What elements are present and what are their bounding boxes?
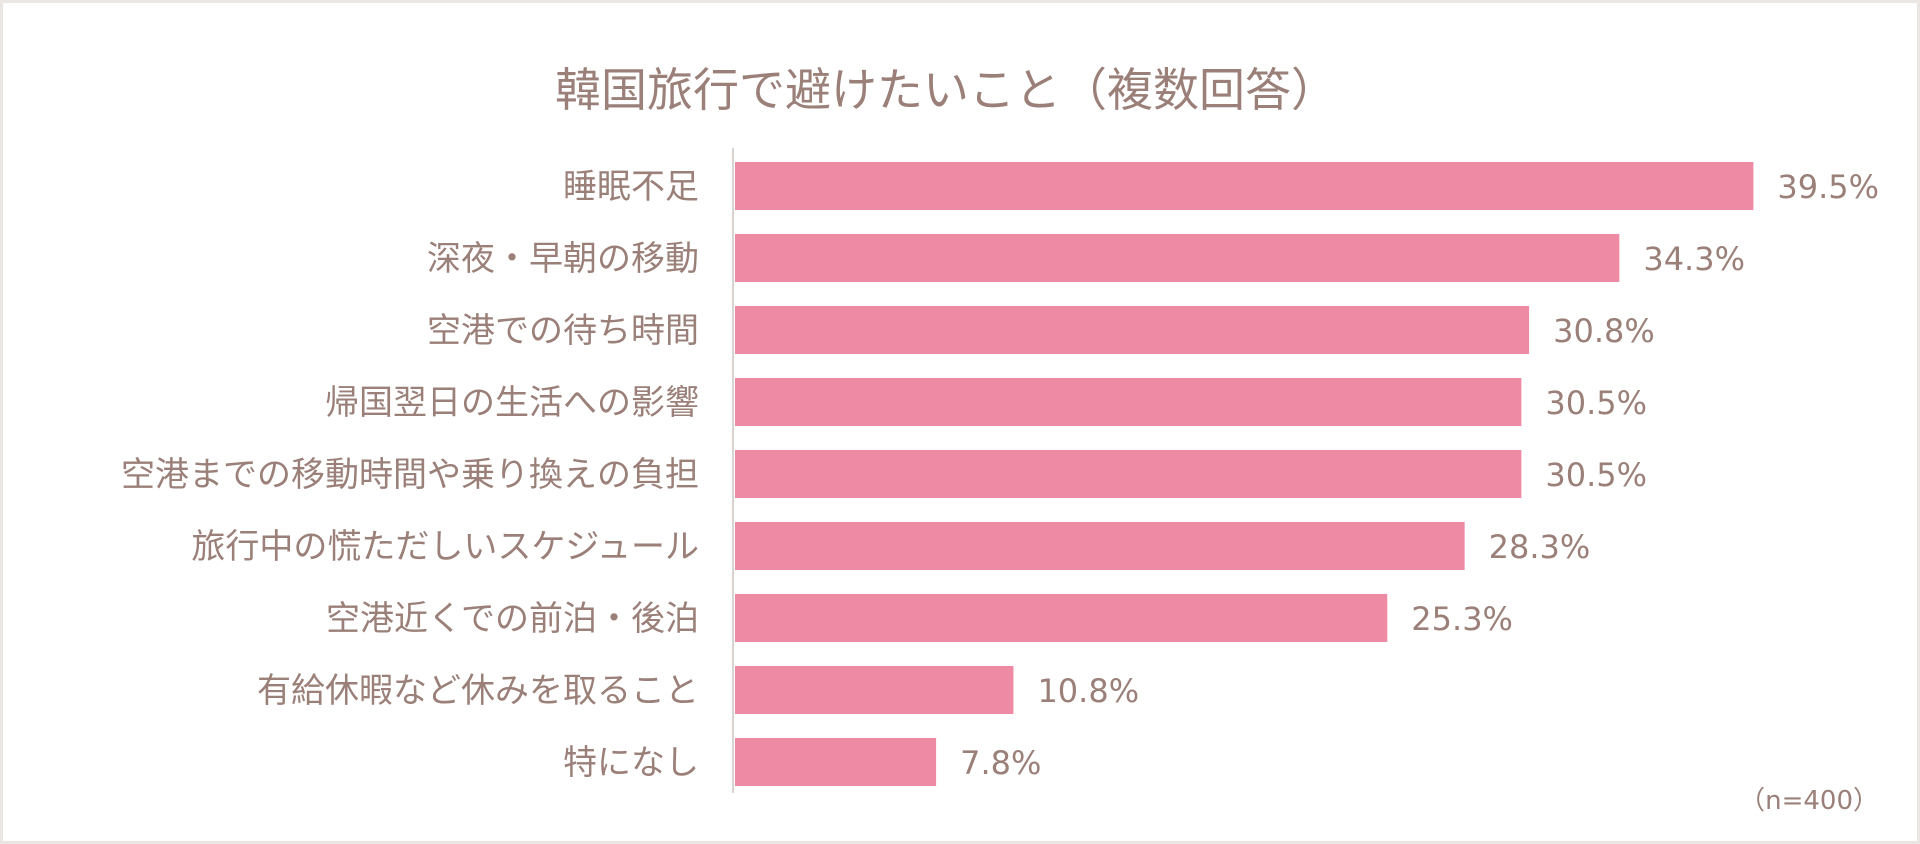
bar	[735, 522, 1465, 570]
bar	[735, 234, 1620, 282]
value-label: 39.5%	[1777, 168, 1879, 206]
value-label: 25.3%	[1411, 600, 1513, 638]
category-label: 睡眠不足	[563, 167, 699, 207]
value-label: 7.8%	[960, 744, 1041, 782]
bar	[735, 450, 1522, 498]
bar	[735, 738, 937, 786]
bar	[735, 306, 1530, 354]
chart-title: 韓国旅行で避けたいこと（複数回答）	[555, 63, 1337, 117]
value-label: 28.3%	[1489, 528, 1591, 566]
bar	[735, 162, 1754, 210]
value-label: 30.5%	[1545, 384, 1647, 422]
bars	[735, 162, 1754, 786]
bar	[735, 378, 1522, 426]
value-label: 30.8%	[1553, 312, 1655, 350]
bar-chart: 韓国旅行で避けたいこと（複数回答） 睡眠不足深夜・早朝の移動空港での待ち時間帰国…	[121, 63, 1879, 816]
category-label: 特になし	[563, 743, 699, 783]
category-label: 深夜・早朝の移動	[427, 239, 699, 279]
value-label: 30.5%	[1545, 456, 1647, 494]
category-label: 旅行中の慌ただしいスケジュール	[191, 527, 699, 567]
category-label: 帰国翌日の生活への影響	[325, 383, 699, 423]
value-label: 10.8%	[1037, 672, 1139, 710]
category-label: 空港までの移動時間や乗り換えの負担	[121, 455, 699, 495]
category-label: 空港近くでの前泊・後泊	[326, 599, 699, 639]
sample-size-note: （n=400）	[1739, 786, 1879, 816]
value-labels: 39.5% 34.3% 30.8% 30.5% 30.5% 28.3% 25.3% 10.8%…	[960, 168, 1879, 782]
category-label: 空港での待ち時間	[427, 311, 699, 351]
category-label: 有給休暇など休みを取ること	[257, 671, 699, 711]
value-label: 34.3%	[1643, 240, 1745, 278]
category-labels: 睡眠不足深夜・早朝の移動空港での待ち時間帰国翌日の生活への影響空港までの移動時間…	[121, 167, 699, 783]
bar	[735, 594, 1388, 642]
chart-frame: 韓国旅行で避けたいこと（複数回答） 睡眠不足深夜・早朝の移動 空港での待ち時間帰国…	[3, 3, 1917, 841]
bar	[735, 666, 1014, 714]
